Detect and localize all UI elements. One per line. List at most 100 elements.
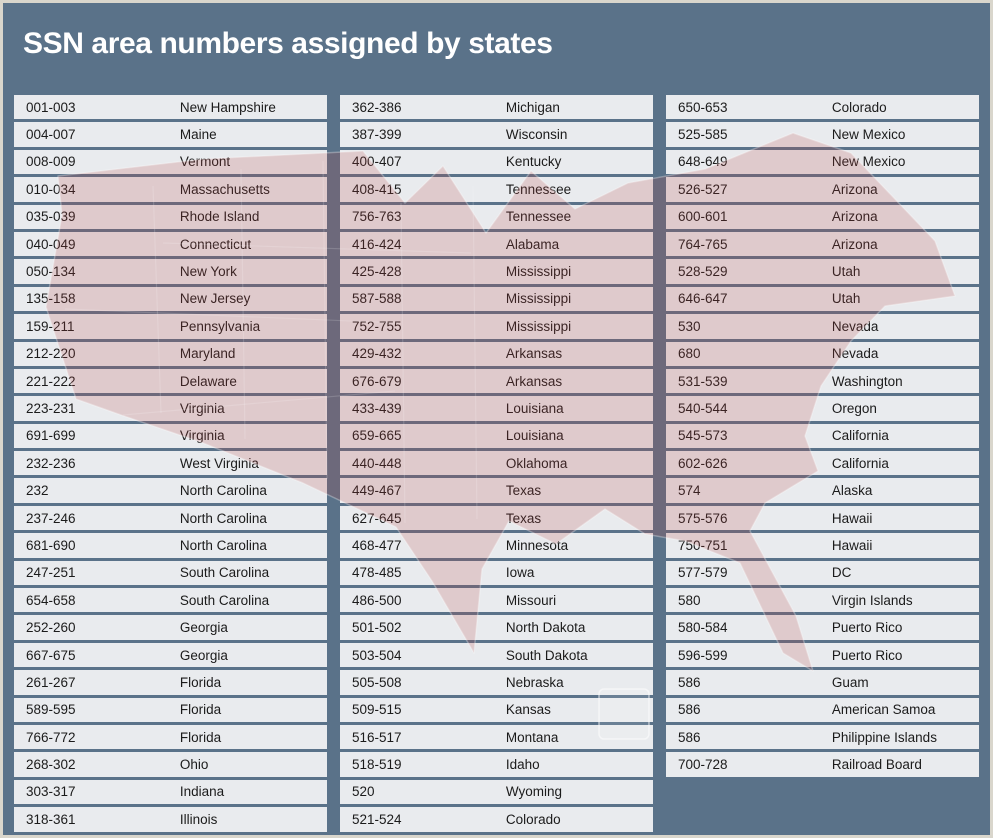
ssn-range: 237-246 (26, 510, 76, 526)
ssn-range: 261-267 (26, 674, 76, 690)
table-row: 505-508 Nebraska (340, 670, 653, 695)
ssn-range: 580-584 (678, 620, 728, 636)
ssn-range: 252-260 (26, 620, 76, 636)
state-name: North Carolina (179, 537, 267, 553)
table-row: 752-755 Mississippi (340, 314, 653, 339)
table-row: 766-772 Florida (14, 724, 327, 750)
table-row: 659-665 Louisiana (340, 423, 653, 449)
state-name: Ohio (179, 757, 209, 773)
state-name: Wyoming (505, 784, 563, 800)
table-row: 159-211 Pennsylvania (14, 314, 327, 339)
ssn-range: 223-231 (26, 400, 76, 416)
state-name: North Carolina (179, 483, 267, 499)
state-name: Kansas (505, 702, 551, 718)
table-row: 627-645 Texas (340, 505, 653, 531)
ssn-range: 545-573 (678, 428, 728, 444)
ssn-range: 518-519 (352, 757, 402, 773)
state-name: New York (179, 264, 237, 280)
state-name: Pennsylvania (179, 318, 261, 334)
state-name: Maine (179, 127, 217, 143)
table-row: 577-579 DC (666, 560, 979, 586)
ssn-range: 501-502 (352, 620, 402, 636)
state-name: Louisiana (505, 400, 564, 416)
state-name: West Virginia (179, 455, 259, 471)
state-name: Florida (179, 729, 222, 745)
state-name: Alaska (831, 483, 873, 499)
table-row: 574 Alaska (666, 478, 979, 503)
table-row: 530 Nevada (666, 314, 979, 339)
state-name: Mississippi (505, 318, 572, 334)
table-row: 050-134 New York (14, 259, 327, 284)
state-name: Mississippi (505, 291, 572, 307)
state-name: Tennessee (505, 209, 572, 225)
state-name: Oklahoma (505, 455, 568, 471)
ssn-range: 001-003 (26, 99, 76, 115)
table-row: 589-595 Florida (14, 697, 327, 722)
ssn-range: 667-675 (26, 647, 76, 663)
table-row: 520 Wyoming (340, 779, 653, 805)
state-name: Texas (505, 510, 542, 526)
ssn-range: 680 (678, 346, 701, 362)
ssn-range: 627-645 (352, 510, 402, 526)
table-row: 531-539 Washington (666, 368, 979, 394)
state-name: Oregon (831, 400, 877, 416)
ssn-range: 764-765 (678, 236, 728, 252)
table-row: 600-601 Arizona (666, 204, 979, 229)
table-row: 545-573 California (666, 423, 979, 449)
ssn-range: 509-515 (352, 702, 402, 718)
table-row: 764-765 Arizona (666, 231, 979, 257)
table-row: 223-231 Virginia (14, 396, 327, 421)
state-name: Nevada (831, 346, 879, 362)
state-name: Arizona (831, 236, 878, 252)
ssn-range: 596-599 (678, 647, 728, 663)
table-row: 586 American Samoa (666, 697, 979, 722)
table-row: 004-007 Maine (14, 122, 327, 147)
table-row: 525-585 New Mexico (666, 122, 979, 147)
state-name: Louisiana (505, 428, 564, 444)
table-row: 691-699 Virginia (14, 423, 327, 449)
state-name: Michigan (505, 99, 560, 115)
ssn-range: 050-134 (26, 264, 76, 280)
ssn-range: 212-220 (26, 346, 76, 362)
table-row: 580-584 Puerto Rico (666, 615, 979, 640)
state-name: South Carolina (179, 592, 270, 608)
table-row: 010-034 Massachusetts (14, 177, 327, 202)
ssn-range: 232-236 (26, 455, 76, 471)
state-name: North Dakota (505, 620, 586, 636)
ssn-range: 520 (352, 784, 375, 800)
ssn-range: 429-432 (352, 346, 402, 362)
table-row: 001-003 New Hampshire (14, 95, 327, 120)
table-row: 516-517 Montana (340, 724, 653, 750)
ssn-range: 433-439 (352, 400, 402, 416)
ssn-range: 303-317 (26, 784, 76, 800)
state-name: Colorado (831, 99, 887, 115)
table-row: 509-515 Kansas (340, 697, 653, 722)
ssn-range: 516-517 (352, 729, 402, 745)
ssn-range: 035-039 (26, 209, 76, 225)
table-row: 212-220 Maryland (14, 341, 327, 366)
ssn-range: 232 (26, 483, 49, 499)
state-name: Guam (831, 674, 869, 690)
ssn-range: 750-751 (678, 537, 728, 553)
state-name: California (831, 455, 889, 471)
state-name: DC (831, 565, 852, 581)
ssn-range: 478-485 (352, 565, 402, 581)
ssn-range: 362-386 (352, 99, 402, 115)
table-row: 486-500 Missouri (340, 588, 653, 613)
column-2: 362-386 Michigan 387-399 Wisconsin 400-407 Ke… (340, 95, 653, 832)
state-name: Mississippi (505, 264, 572, 280)
table-row: 540-544 Oregon (666, 396, 979, 421)
table-row: 449-467 Texas (340, 478, 653, 503)
ssn-range: 531-539 (678, 373, 728, 389)
table-row: 440-448 Oklahoma (340, 451, 653, 476)
ssn-range: 530 (678, 318, 701, 334)
table-row: 501-502 North Dakota (340, 615, 653, 640)
ssn-range: 040-049 (26, 236, 76, 252)
ssn-range: 449-467 (352, 483, 402, 499)
table-row: 528-529 Utah (666, 259, 979, 284)
state-name: Virgin Islands (831, 592, 913, 608)
ssn-range: 425-428 (352, 264, 402, 280)
state-name: California (831, 428, 889, 444)
table-row: 318-361 Illinois (14, 807, 327, 832)
ssn-range: 691-699 (26, 428, 76, 444)
